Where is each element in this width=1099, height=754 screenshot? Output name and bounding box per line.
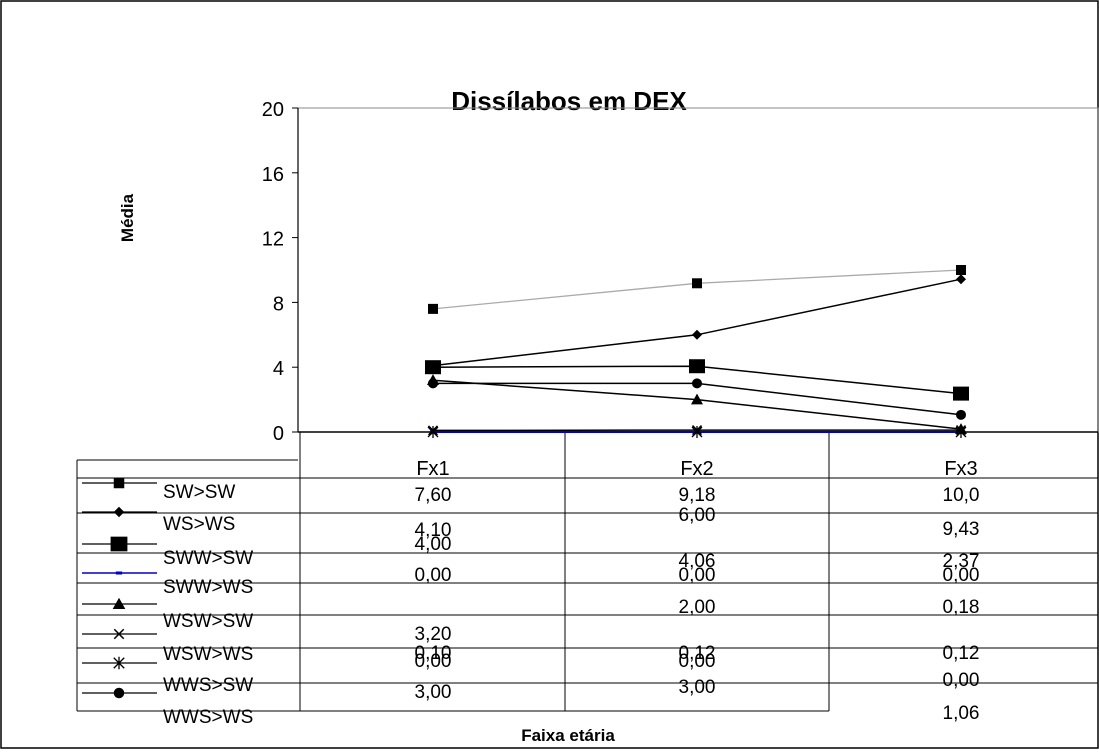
data-point: [428, 378, 438, 388]
y-tick-label: 4: [273, 358, 284, 380]
data-label: 9,18: [679, 485, 716, 506]
data-label: 0,00: [415, 565, 452, 586]
data-label: 2,00: [679, 597, 716, 618]
data-point: [692, 378, 702, 388]
data-label: 3,00: [415, 682, 452, 703]
legend-marker: [116, 572, 122, 575]
legend-label: WSW>WS: [163, 644, 253, 665]
y-axis-label: Média: [118, 193, 137, 242]
data-label: 0,00: [415, 651, 452, 672]
data-label: 3,00: [679, 677, 716, 698]
y-tick-label: 20: [262, 99, 284, 121]
legend-label: SWW>SW: [163, 548, 253, 569]
data-label: 0,00: [943, 670, 980, 691]
y-tick-label: 16: [262, 164, 284, 186]
data-label: 3,20: [415, 624, 452, 645]
data-label: 0,00: [679, 651, 716, 672]
y-tick-label: 0: [273, 423, 284, 445]
y-tick-label: 12: [262, 229, 284, 251]
legend-label: WS>WS: [163, 514, 235, 535]
legend-label: WWS>SW: [163, 675, 253, 696]
data-point: [689, 359, 705, 373]
data-label: 10,0: [943, 485, 980, 506]
data-label: 9,43: [943, 519, 980, 540]
x-tick-label: Fx3: [944, 458, 977, 480]
chart-title: Dissílabos em DEX: [451, 86, 687, 116]
legend-label: WWS>WS: [163, 707, 253, 728]
data-label: 0,18: [943, 597, 980, 618]
data-label: 6,00: [679, 505, 716, 526]
data-label: 7,60: [415, 485, 452, 506]
data-label: 0,00: [943, 565, 980, 586]
data-point: [692, 278, 702, 288]
data-label: 4,00: [415, 534, 452, 555]
x-tick-label: Fx2: [680, 458, 713, 480]
legend-label: SW>SW: [163, 482, 235, 503]
data-label: 0,00: [679, 565, 716, 586]
data-label: 1,06: [943, 703, 980, 724]
x-axis-label: Faixa etária: [521, 726, 615, 745]
legend-label: SWW>WS: [163, 577, 253, 598]
legend-label: WSW>SW: [163, 611, 253, 632]
data-label: 0,12: [943, 643, 980, 664]
y-tick-label: 8: [273, 293, 284, 315]
data-point: [425, 360, 441, 374]
data-point: [953, 387, 969, 401]
legend-marker: [114, 688, 125, 699]
data-point: [956, 265, 966, 275]
legend-marker: [114, 478, 125, 489]
data-point: [956, 410, 966, 420]
legend-marker: [111, 537, 128, 552]
data-point: [428, 304, 438, 314]
x-tick-label: Fx1: [416, 458, 449, 480]
